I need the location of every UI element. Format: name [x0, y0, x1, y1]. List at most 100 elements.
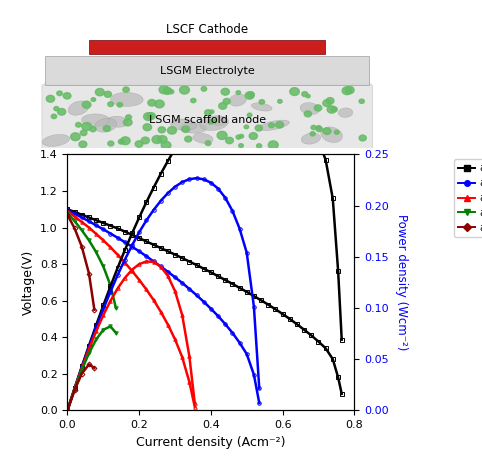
- Ellipse shape: [338, 108, 353, 118]
- Circle shape: [108, 102, 113, 106]
- Circle shape: [119, 139, 124, 144]
- Circle shape: [161, 141, 171, 149]
- Ellipse shape: [321, 127, 343, 142]
- Circle shape: [249, 133, 257, 139]
- Circle shape: [169, 90, 174, 94]
- Circle shape: [135, 141, 143, 147]
- Circle shape: [143, 124, 151, 131]
- Circle shape: [268, 141, 278, 149]
- Circle shape: [226, 137, 233, 144]
- Y-axis label: Power density (Wcm⁻²): Power density (Wcm⁻²): [395, 214, 408, 350]
- Circle shape: [311, 125, 316, 130]
- Circle shape: [57, 91, 62, 95]
- Legend: at 800, at 750, at 700, at 650, at 600: at 800, at 750, at 700, at 650, at 600: [454, 160, 482, 236]
- Ellipse shape: [251, 103, 272, 111]
- Circle shape: [223, 99, 230, 104]
- Circle shape: [217, 131, 227, 140]
- Circle shape: [236, 91, 241, 95]
- Circle shape: [314, 105, 322, 111]
- Circle shape: [247, 92, 254, 97]
- Circle shape: [345, 86, 354, 94]
- Circle shape: [167, 127, 176, 134]
- Circle shape: [335, 130, 339, 134]
- Circle shape: [144, 112, 153, 120]
- Circle shape: [82, 123, 92, 130]
- Circle shape: [159, 86, 169, 94]
- Circle shape: [57, 108, 66, 115]
- Circle shape: [148, 100, 156, 106]
- Circle shape: [276, 122, 283, 128]
- Ellipse shape: [42, 135, 69, 147]
- Circle shape: [256, 144, 262, 148]
- Circle shape: [91, 98, 95, 101]
- Y-axis label: Voltage(V): Voltage(V): [22, 250, 34, 315]
- Ellipse shape: [94, 118, 117, 132]
- Circle shape: [268, 123, 274, 128]
- Circle shape: [219, 103, 227, 109]
- Circle shape: [304, 111, 311, 117]
- Circle shape: [239, 135, 243, 138]
- Circle shape: [290, 88, 299, 95]
- Circle shape: [259, 100, 265, 104]
- Circle shape: [141, 137, 149, 144]
- X-axis label: Current density (Acm⁻²): Current density (Acm⁻²): [136, 436, 286, 449]
- Circle shape: [51, 114, 57, 118]
- Circle shape: [245, 92, 254, 99]
- Circle shape: [278, 100, 282, 103]
- Circle shape: [46, 95, 54, 102]
- Circle shape: [359, 135, 366, 141]
- Circle shape: [80, 130, 87, 136]
- Circle shape: [359, 99, 364, 103]
- Circle shape: [182, 126, 189, 132]
- Circle shape: [191, 98, 196, 103]
- Circle shape: [120, 137, 130, 145]
- Circle shape: [327, 106, 336, 113]
- Circle shape: [104, 91, 111, 97]
- Circle shape: [247, 113, 252, 117]
- Bar: [45, 56, 369, 85]
- Circle shape: [90, 127, 96, 132]
- Circle shape: [204, 110, 212, 116]
- Circle shape: [306, 95, 310, 98]
- Circle shape: [326, 98, 334, 104]
- Circle shape: [152, 136, 161, 143]
- Ellipse shape: [193, 133, 213, 143]
- Circle shape: [302, 92, 308, 96]
- Circle shape: [103, 125, 110, 131]
- Circle shape: [155, 100, 164, 108]
- Circle shape: [76, 123, 81, 127]
- Ellipse shape: [107, 116, 128, 127]
- Circle shape: [208, 120, 214, 124]
- Circle shape: [179, 86, 189, 94]
- Ellipse shape: [229, 94, 247, 106]
- Text: LSGM Electrolyte: LSGM Electrolyte: [160, 66, 254, 76]
- Circle shape: [310, 132, 315, 136]
- Circle shape: [185, 136, 192, 142]
- Circle shape: [117, 102, 122, 107]
- Circle shape: [123, 87, 129, 92]
- Circle shape: [201, 87, 207, 91]
- Circle shape: [316, 126, 322, 132]
- Circle shape: [95, 89, 104, 96]
- Ellipse shape: [81, 114, 110, 126]
- Ellipse shape: [300, 103, 320, 115]
- Circle shape: [239, 144, 243, 148]
- Circle shape: [158, 127, 165, 133]
- Circle shape: [331, 107, 337, 112]
- Circle shape: [323, 128, 331, 135]
- Ellipse shape: [200, 116, 228, 130]
- Ellipse shape: [212, 117, 227, 126]
- Ellipse shape: [171, 119, 197, 130]
- Circle shape: [71, 133, 80, 141]
- Circle shape: [316, 126, 321, 130]
- Circle shape: [158, 136, 167, 143]
- Circle shape: [244, 125, 249, 129]
- Circle shape: [108, 141, 114, 146]
- Circle shape: [205, 141, 211, 146]
- Ellipse shape: [110, 92, 143, 106]
- Circle shape: [126, 115, 132, 120]
- Text: LSCF Cathode: LSCF Cathode: [166, 24, 248, 36]
- Ellipse shape: [180, 123, 206, 133]
- Circle shape: [210, 110, 214, 113]
- Circle shape: [147, 112, 155, 119]
